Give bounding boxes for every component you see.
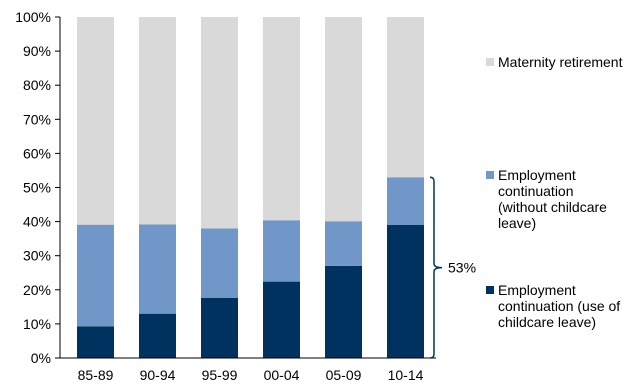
bar-05-09-series-0 — [325, 265, 362, 358]
legend-swatch — [486, 286, 494, 294]
legend-swatch — [486, 58, 494, 66]
bracket-shape — [429, 176, 443, 359]
y-tick-label: 50% — [23, 180, 51, 196]
y-tick-label: 90% — [23, 43, 51, 59]
x-tick-label: 90-94 — [140, 367, 176, 383]
bar-85-89-series-1 — [77, 224, 114, 327]
bar-00-04-series-0 — [263, 281, 300, 358]
x-tick-label: 00-04 — [264, 367, 300, 383]
bars-layer — [77, 17, 424, 358]
y-tick-label: 40% — [23, 214, 51, 230]
legend-label: Employment — [498, 167, 576, 183]
x-tick-labels: 85-89 90-94 95-99 00-04 05-09 10-14 — [78, 367, 424, 383]
y-tick-labels: 0% 10% 20% 30% 40% 50% 60% 70% 80% 90% 100% — [15, 9, 51, 366]
legend-label: (without childcare — [498, 199, 607, 215]
legend-swatch — [486, 171, 494, 179]
legend-label: continuation (use of — [498, 298, 620, 314]
bar-10-14-series-2 — [387, 17, 424, 178]
bar-00-04-series-2 — [263, 17, 300, 221]
bar-85-89-series-0 — [77, 326, 114, 358]
y-tick-label: 0% — [31, 350, 51, 366]
bar-95-99-series-0 — [201, 297, 238, 358]
x-tick-label: 95-99 — [202, 367, 238, 383]
bar-05-09-series-1 — [325, 221, 362, 266]
legend-label: leave) — [498, 215, 536, 231]
bar-05-09-series-2 — [325, 17, 362, 222]
x-tick-label: 05-09 — [326, 367, 362, 383]
y-tick-label: 20% — [23, 282, 51, 298]
bar-85-89-series-2 — [77, 17, 114, 225]
bar-00-04-series-1 — [263, 220, 300, 282]
bar-90-94-series-2 — [139, 17, 176, 225]
bar-95-99-series-1 — [201, 228, 238, 298]
legend: Maternity retirementEmploymentcontinuati… — [486, 54, 623, 330]
y-tick-label: 70% — [23, 111, 51, 127]
y-tick-label: 10% — [23, 316, 51, 332]
axes-layer — [55, 16, 436, 359]
legend-label: childcare leave) — [498, 314, 596, 330]
annotation-bracket: 53% — [429, 176, 476, 359]
y-tick-label: 100% — [15, 9, 51, 25]
bar-90-94-series-0 — [139, 313, 176, 358]
bar-95-99-series-2 — [201, 17, 238, 229]
annotation-label: 53% — [448, 260, 476, 276]
y-tick-label: 80% — [23, 77, 51, 93]
bar-10-14-series-0 — [387, 225, 424, 358]
y-tick-label: 60% — [23, 145, 51, 161]
legend-label: continuation — [498, 183, 574, 199]
bar-10-14-series-1 — [387, 177, 424, 226]
x-tick-label: 10-14 — [388, 367, 424, 383]
y-tick-label: 30% — [23, 248, 51, 264]
x-tick-label: 85-89 — [78, 367, 114, 383]
bar-90-94-series-1 — [139, 224, 176, 314]
legend-label: Employment — [498, 282, 576, 298]
legend-label: Maternity retirement — [498, 54, 623, 70]
